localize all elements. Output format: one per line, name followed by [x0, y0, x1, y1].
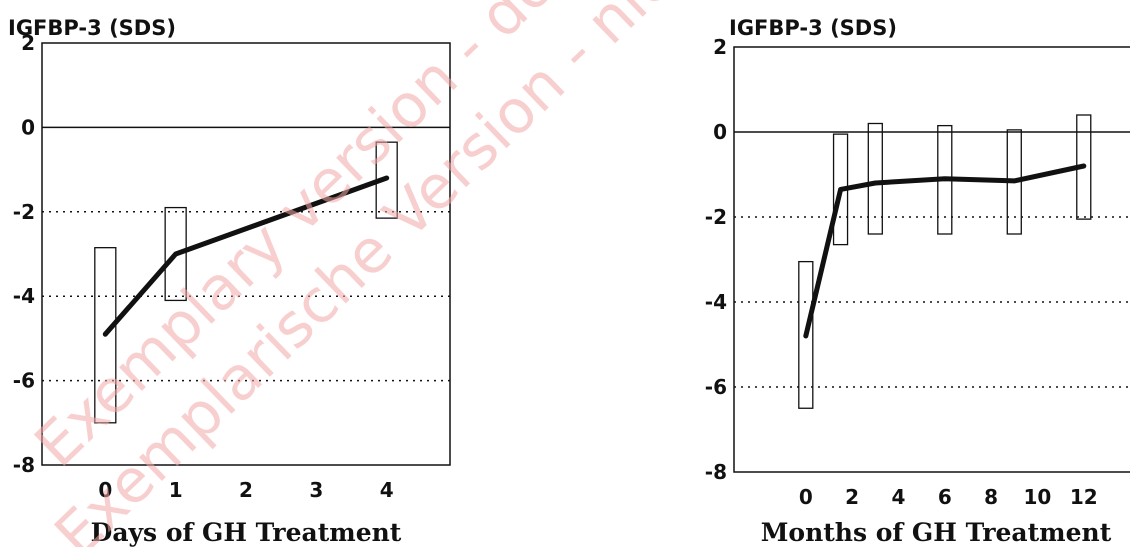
y-axis-label: IGFBP-3 (SDS): [8, 16, 176, 40]
range-box: [164, 206, 187, 302]
mean-line: [803, 163, 1087, 339]
plot-frame: [41, 42, 451, 466]
range-box: [798, 260, 814, 409]
x-axis-label: Months of GH Treatment: [761, 518, 1112, 547]
x-tick-label: 4: [892, 485, 906, 509]
x-tick-label: 10: [1024, 485, 1052, 509]
x-tick-label: 2: [239, 478, 253, 502]
y-tick-label: -6: [705, 375, 727, 399]
y-tick-label: 0: [21, 115, 35, 139]
y-tick-labels: 2 0 -2 -4 -6 -8: [705, 35, 727, 484]
y-tick-label: -4: [705, 290, 727, 314]
range-box: [867, 122, 883, 235]
y-tick-label: -2: [705, 205, 727, 229]
x-tick-label: 12: [1070, 485, 1098, 509]
x-tick-label: 0: [98, 478, 112, 502]
x-tick-label: 3: [309, 478, 323, 502]
y-tick-labels: 2 0 -2 -4 -6 -8: [13, 31, 35, 477]
x-tick-label: 4: [380, 478, 394, 502]
gridlines: [734, 131, 1130, 388]
gridlines: [42, 126, 450, 382]
y-tick-label: -4: [13, 284, 35, 308]
x-axis-label: Days of GH Treatment: [91, 518, 402, 547]
x-tick-label: 1: [169, 478, 183, 502]
y-tick-label: -8: [13, 453, 35, 477]
x-tick-label: 6: [938, 485, 952, 509]
watermark-line-2: Exemplarische Version - nicht kopieren: [42, 0, 929, 547]
y-tick-label: 0: [713, 120, 727, 144]
y-tick-label: -6: [13, 369, 35, 393]
series-lines: [803, 163, 1087, 339]
y-tick-label: 2: [21, 31, 35, 55]
x-tick-label: 8: [984, 485, 998, 509]
chart-months: IGFBP-3 (SDS) 2 0 -2 -4 -6 -8 0 2 4 6 8 10 12 Month…: [705, 16, 1130, 547]
series-lines: [102, 175, 390, 337]
range-box: [94, 247, 117, 424]
x-tick-labels: 0 2 4 6 8 10 12: [799, 485, 1098, 509]
mean-line: [102, 175, 390, 337]
x-tick-labels: 0 1 2 3 4: [98, 478, 393, 502]
x-tick-label: 0: [799, 485, 813, 509]
x-tick-label: 2: [845, 485, 859, 509]
range-boxes: [798, 114, 1092, 409]
y-tick-label: -8: [705, 460, 727, 484]
plot-frame: [733, 46, 1130, 473]
y-axis-label: IGFBP-3 (SDS): [729, 16, 897, 40]
y-tick-label: 2: [713, 35, 727, 59]
y-tick-label: -2: [13, 200, 35, 224]
chart-days: IGFBP-3 (SDS) 2 0 -2 -4 -6 -8 0 1 2 3 4 Days of G…: [8, 16, 451, 547]
